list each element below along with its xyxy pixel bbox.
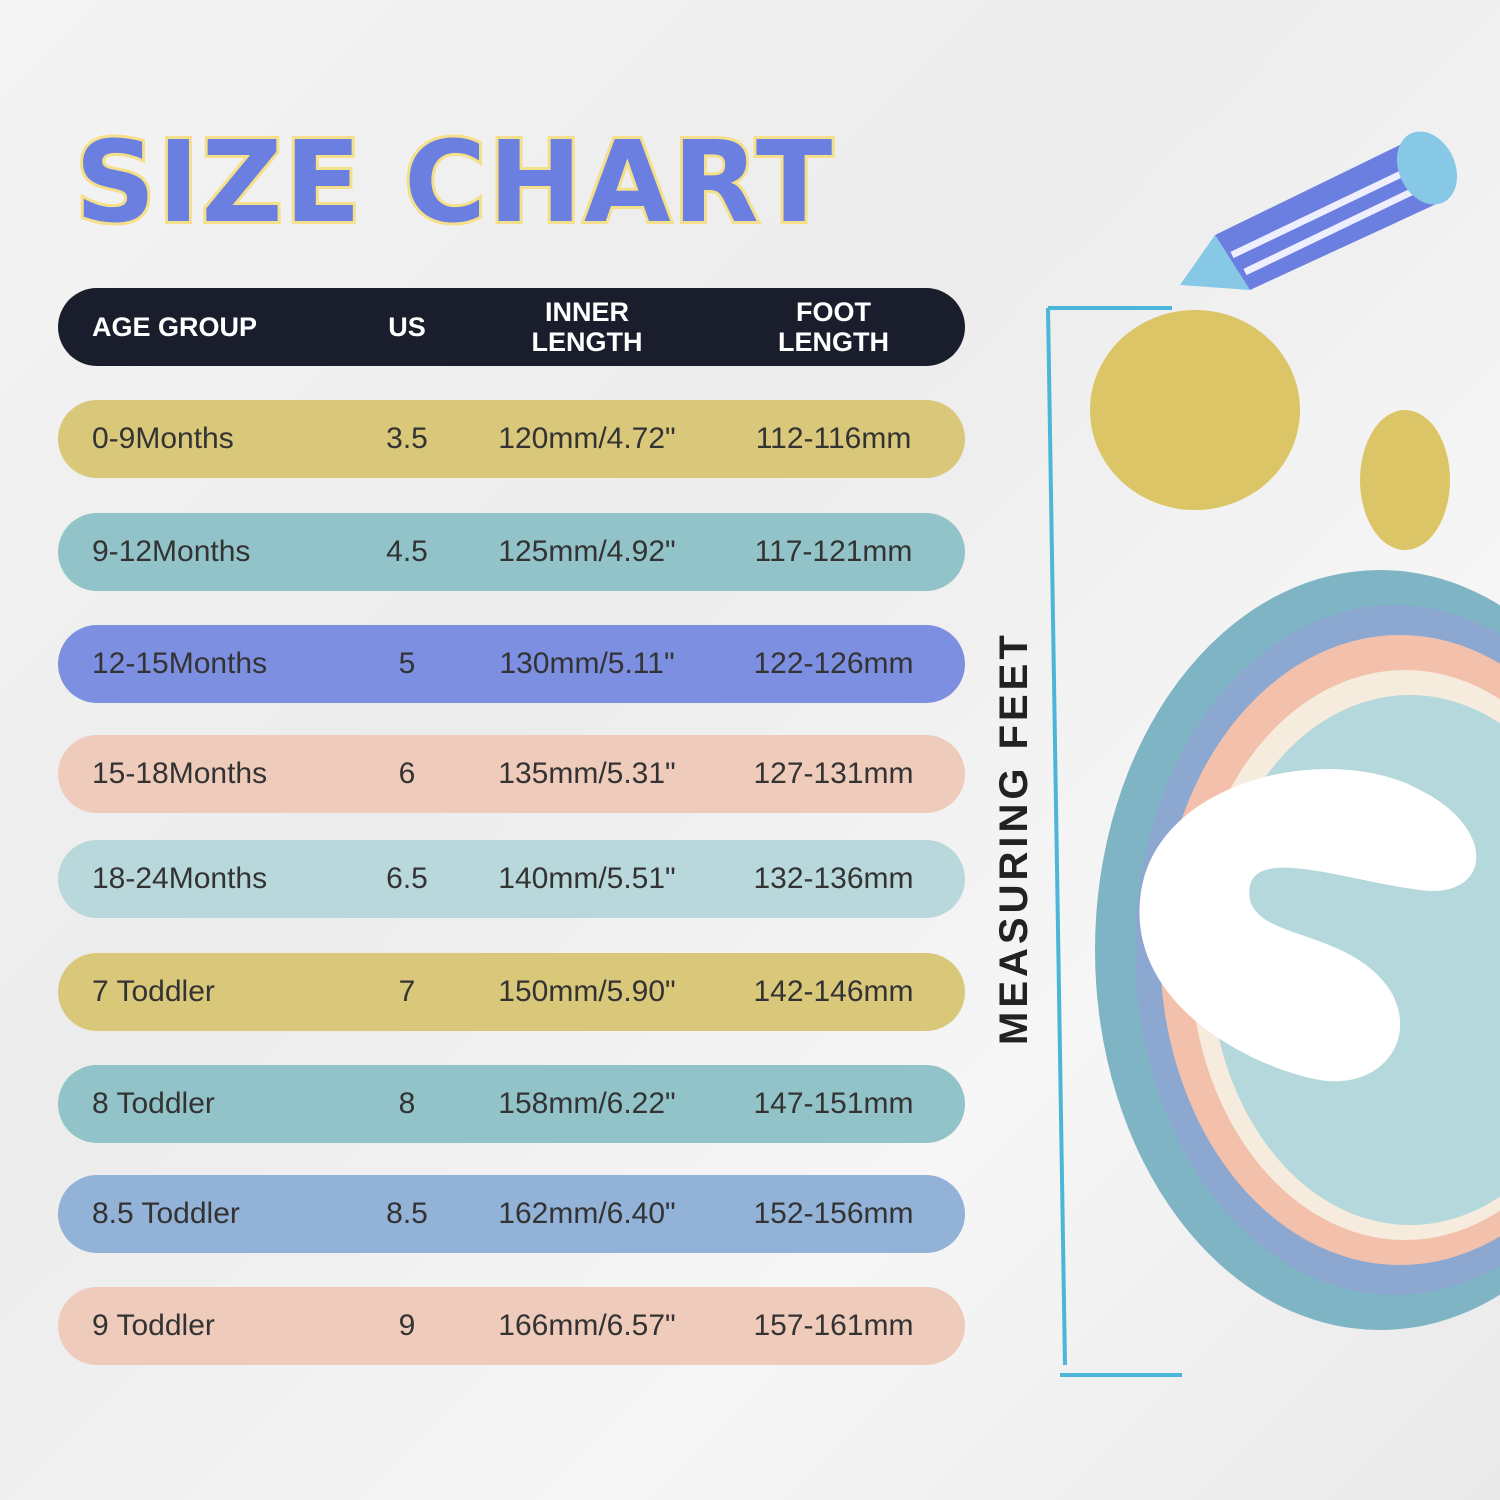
- header-foot-length: FOOT LENGTH: [778, 297, 889, 357]
- us-size-cell: 5: [398, 647, 416, 680]
- measuring-feet-label: MEASURING FEET: [992, 631, 1036, 1045]
- header-age-group: AGE GROUP: [92, 312, 258, 342]
- age-group-cell: 8 Toddler: [92, 1087, 215, 1120]
- us-size-cell: 3.5: [386, 422, 428, 455]
- age-group-cell: 0-9Months: [92, 422, 234, 455]
- inner-length-cell: 125mm/4.92": [498, 535, 676, 568]
- table-header: AGE GROUP US INNER LENGTH FOOT LENGTH: [58, 288, 965, 366]
- inner-length-cell: 158mm/6.22": [498, 1087, 676, 1120]
- us-size-cell: 8: [398, 1087, 416, 1120]
- table-row: 18-24Months 6.5 140mm/5.51" 132-136mm: [58, 840, 965, 918]
- foot-length-cell: 152-156mm: [753, 1197, 914, 1230]
- foot-length-cell: 122-126mm: [753, 647, 914, 680]
- ruler-bracket: [1046, 306, 1182, 1377]
- pencil-icon: [1180, 131, 1458, 290]
- table-row: 12-15Months 5 130mm/5.11" 122-126mm: [58, 625, 965, 703]
- table-row: 0-9Months 3.5 120mm/4.72" 112-116mm: [58, 400, 965, 478]
- foot-length-cell: 127-131mm: [753, 757, 914, 790]
- age-group-cell: 12-15Months: [92, 647, 268, 680]
- age-group-cell: 9 Toddler: [92, 1309, 215, 1342]
- header-us: US: [388, 312, 426, 342]
- us-size-cell: 9: [398, 1309, 416, 1342]
- us-size-cell: 6: [398, 757, 416, 790]
- table-row: 15-18Months 6 135mm/5.31" 127-131mm: [58, 735, 965, 813]
- table-row: 9-12Months 4.5 125mm/4.92" 117-121mm: [58, 513, 965, 591]
- age-group-cell: 15-18Months: [92, 757, 268, 790]
- table-row: 8 Toddler 8 158mm/6.22" 147-151mm: [58, 1065, 965, 1143]
- foot-length-cell: 142-146mm: [753, 975, 914, 1008]
- foot-length-cell: 117-121mm: [754, 535, 913, 568]
- inner-length-cell: 140mm/5.51": [498, 862, 676, 895]
- us-size-cell: 7: [398, 975, 416, 1008]
- page-title: SIZE CHART: [72, 115, 835, 251]
- age-group-cell: 9-12Months: [92, 535, 251, 568]
- inner-length-cell: 150mm/5.90": [498, 975, 676, 1008]
- inner-length-cell: 135mm/5.31": [498, 757, 676, 790]
- inner-length-cell: 130mm/5.11": [499, 647, 675, 680]
- foot-length-cell: 132-136mm: [753, 862, 914, 895]
- age-group-cell: 7 Toddler: [92, 975, 215, 1008]
- foot-length-cell: 112-116mm: [755, 422, 912, 455]
- inner-length-cell: 120mm/4.72": [498, 422, 676, 455]
- table-row: 8.5 Toddler 8.5 162mm/6.40" 152-156mm: [58, 1175, 965, 1253]
- inner-length-cell: 162mm/6.40": [498, 1197, 676, 1230]
- us-size-cell: 8.5: [386, 1197, 428, 1230]
- table-row: 9 Toddler 9 166mm/6.57" 157-161mm: [58, 1287, 965, 1365]
- foot-length-cell: 147-151mm: [753, 1087, 914, 1120]
- age-group-cell: 8.5 Toddler: [92, 1197, 240, 1230]
- inner-length-cell: 166mm/6.57": [498, 1309, 676, 1342]
- us-size-cell: 4.5: [386, 535, 428, 568]
- footprint-icon: [1090, 310, 1500, 1330]
- table-row: 7 Toddler 7 150mm/5.90" 142-146mm: [58, 953, 965, 1031]
- age-group-cell: 18-24Months: [92, 862, 268, 895]
- foot-length-cell: 157-161mm: [753, 1309, 914, 1342]
- header-inner-length: INNER LENGTH: [531, 297, 643, 357]
- us-size-cell: 6.5: [386, 862, 428, 895]
